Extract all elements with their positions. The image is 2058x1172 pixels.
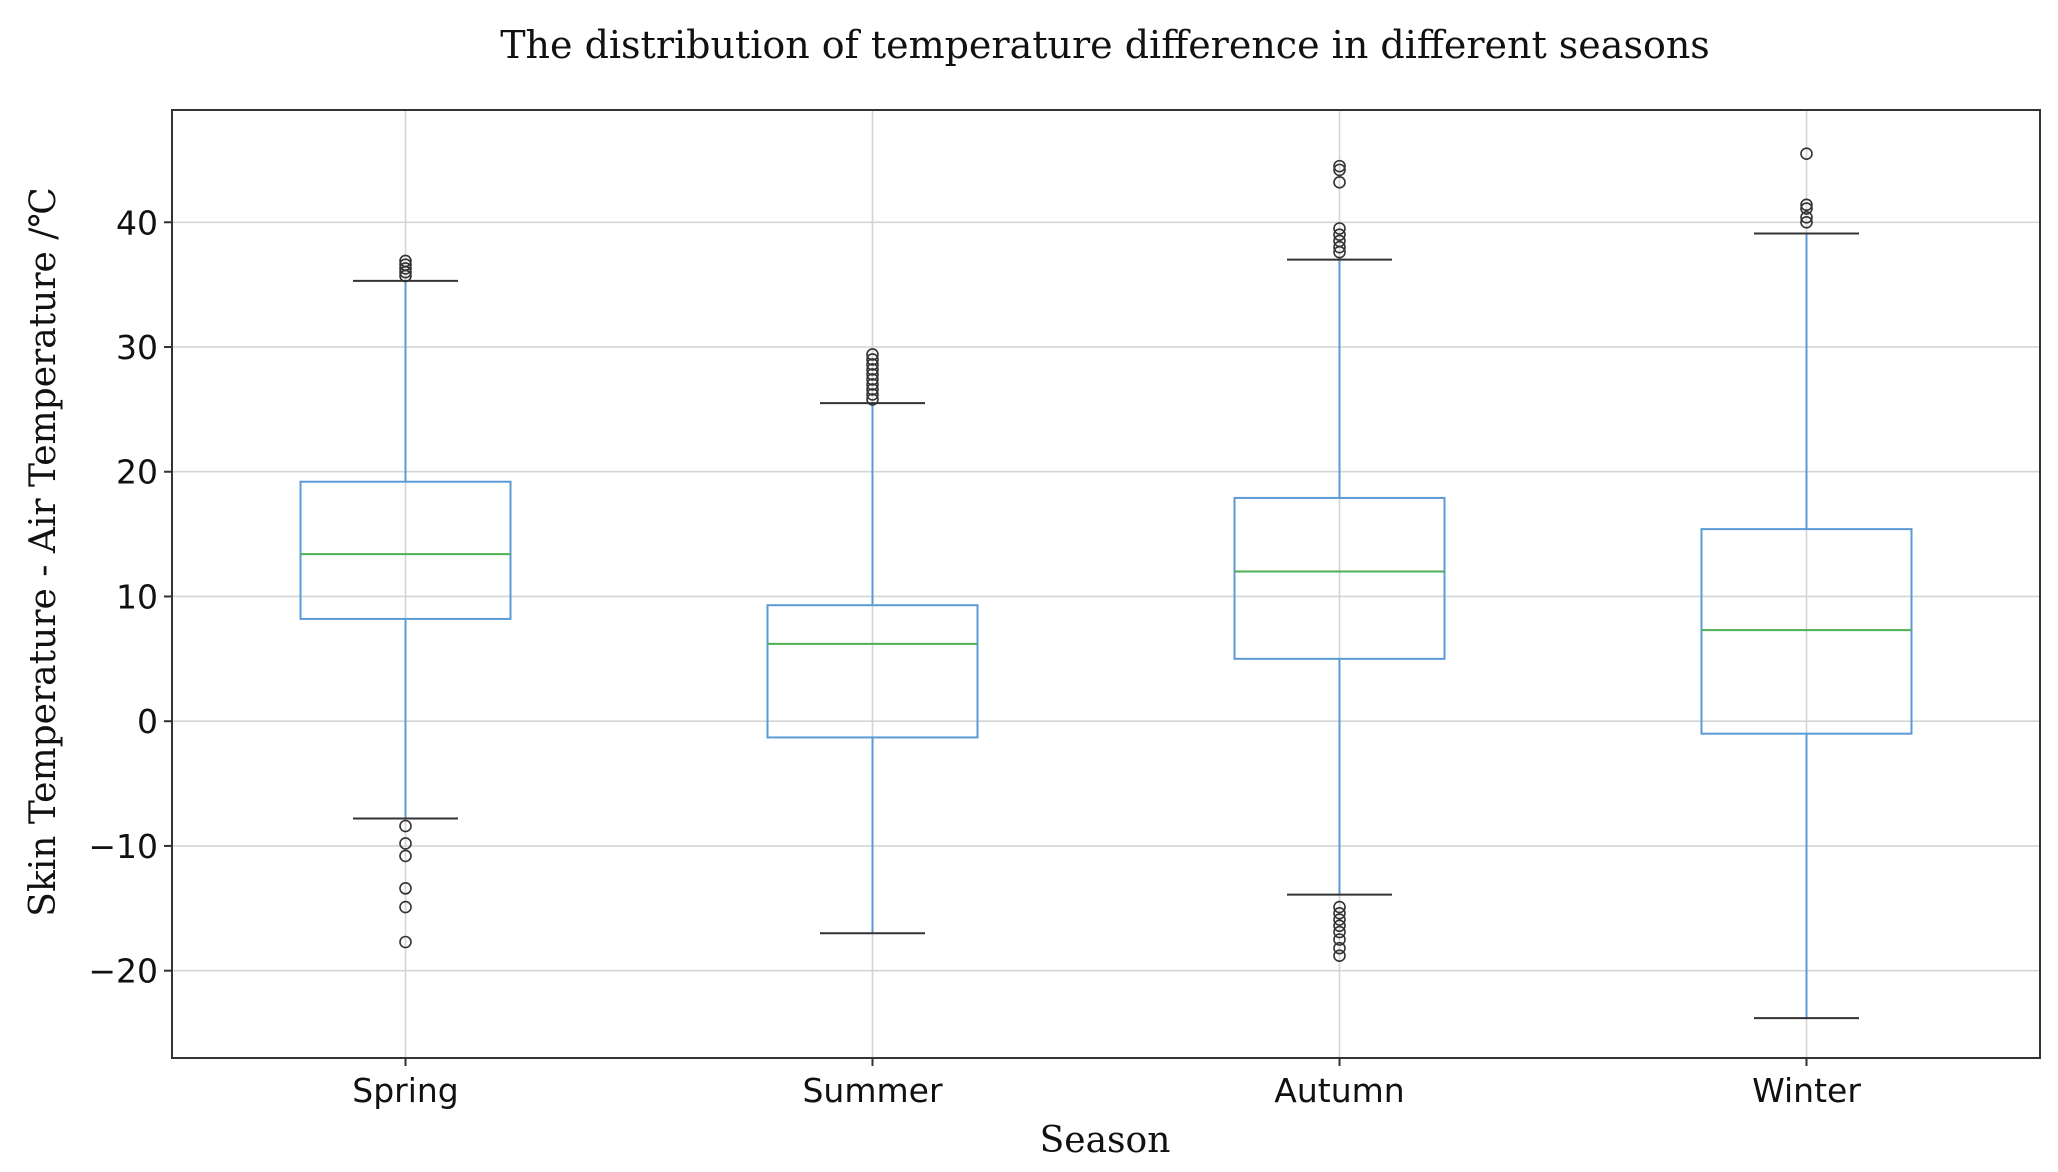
x-axis: Spring Summer Autumn Winter bbox=[352, 1058, 1861, 1110]
outlier-point bbox=[1333, 240, 1346, 254]
chart-title: The distribution of temperature differen… bbox=[500, 23, 1710, 67]
outlier-point bbox=[1333, 913, 1346, 926]
outlier-point bbox=[1333, 925, 1346, 939]
outlier-point bbox=[1333, 163, 1346, 177]
box-autumn bbox=[1233, 159, 1446, 963]
y-tick-label: 0 bbox=[137, 702, 158, 741]
outlier-point bbox=[1333, 941, 1346, 955]
outlier-point bbox=[1333, 159, 1346, 173]
box-series bbox=[299, 147, 1913, 1020]
outlier-point bbox=[866, 353, 879, 366]
outlier-point bbox=[866, 368, 879, 381]
box-summer bbox=[766, 348, 979, 935]
box-iqr bbox=[1700, 528, 1913, 735]
outlier-point bbox=[1333, 234, 1346, 248]
box-iqr bbox=[1233, 496, 1446, 660]
outlier-point bbox=[1333, 949, 1346, 963]
outlier-point bbox=[1800, 215, 1813, 229]
outlier-point bbox=[866, 363, 879, 376]
outlier-point bbox=[1333, 222, 1346, 235]
plot-frame bbox=[171, 109, 2041, 1059]
outlier-point bbox=[1800, 147, 1813, 160]
box-iqr bbox=[299, 480, 512, 620]
y-tick-label: 10 bbox=[116, 577, 158, 616]
x-tick-label: Autumn bbox=[1274, 1071, 1404, 1110]
x-axis-label: Season bbox=[1040, 1120, 1171, 1161]
outlier-point bbox=[1333, 176, 1346, 189]
x-tick-label: Spring bbox=[352, 1071, 459, 1110]
outlier-point bbox=[399, 262, 412, 275]
box-winter bbox=[1700, 147, 1913, 1020]
outlier-point bbox=[399, 837, 412, 850]
outlier-point bbox=[1800, 202, 1813, 215]
y-tick-label: −20 bbox=[88, 952, 158, 991]
outlier-point bbox=[866, 358, 879, 371]
outlier-point bbox=[866, 348, 879, 361]
box-spring bbox=[299, 254, 512, 949]
y-axis-label: Skin Temperature - Air Temperature /℃ bbox=[23, 187, 64, 916]
outlier-point bbox=[1333, 228, 1346, 242]
outlier-point bbox=[399, 882, 412, 895]
y-tick-label: 40 bbox=[116, 203, 158, 242]
y-axis: −20 −10 0 10 20 30 40 bbox=[88, 203, 172, 991]
y-tick-label: 30 bbox=[116, 328, 158, 367]
outlier-point bbox=[866, 393, 879, 406]
outlier-point bbox=[1333, 900, 1346, 914]
outlier-point bbox=[1800, 198, 1813, 212]
outlier-point bbox=[866, 388, 879, 401]
outlier-point bbox=[1333, 907, 1346, 920]
y-tick-label: −10 bbox=[88, 827, 158, 866]
grid-lines bbox=[172, 110, 2040, 1058]
x-tick-label: Summer bbox=[802, 1071, 942, 1110]
outlier-point bbox=[399, 254, 412, 268]
outlier-point bbox=[399, 258, 412, 271]
y-tick-label: 20 bbox=[116, 453, 158, 492]
outlier-point bbox=[1333, 933, 1346, 946]
outlier-point bbox=[1333, 919, 1346, 933]
outlier-point bbox=[866, 378, 879, 391]
outlier-point bbox=[399, 849, 412, 863]
outlier-point bbox=[399, 900, 412, 914]
outlier-point bbox=[1800, 210, 1813, 224]
x-tick-label: Winter bbox=[1752, 1071, 1861, 1110]
outlier-point bbox=[399, 819, 412, 833]
box-iqr bbox=[766, 604, 979, 739]
outlier-point bbox=[866, 383, 879, 396]
outlier-point bbox=[866, 373, 879, 386]
outlier-point bbox=[399, 935, 412, 949]
